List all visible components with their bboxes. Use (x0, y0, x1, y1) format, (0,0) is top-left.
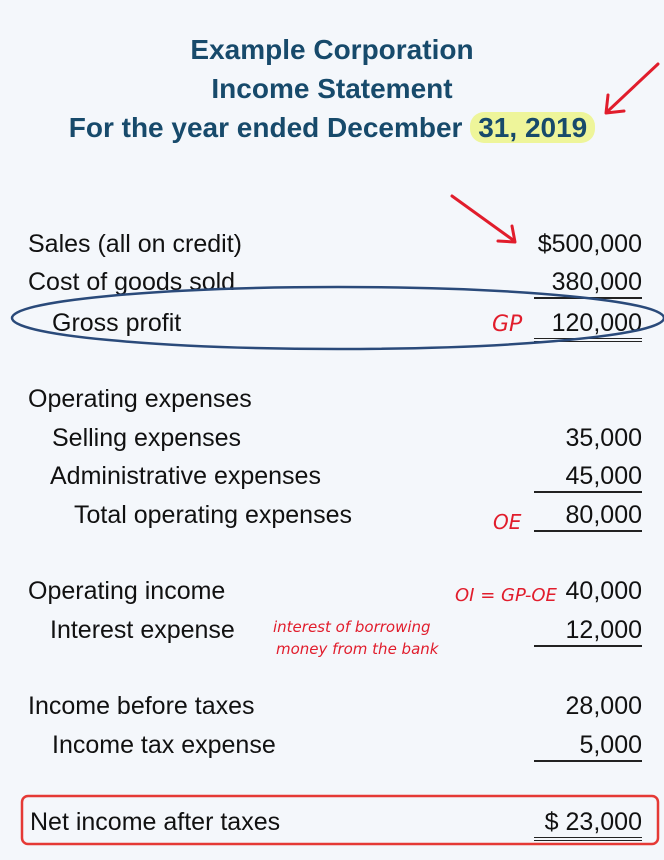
tax-label: Income tax expense (52, 731, 276, 759)
opex-heading: Operating expenses (28, 385, 252, 413)
total-opex-label: Total operating expenses (74, 501, 352, 529)
gross-profit-label: Gross profit (52, 309, 182, 337)
company-title: Example Corporation (190, 34, 474, 65)
interest-note-line2: money from the bank (276, 640, 439, 658)
net-income-box (20, 794, 660, 846)
period-date-highlight: 31, 2019 (470, 112, 596, 143)
operating-income-label: Operating income (28, 577, 226, 605)
interest-label: Interest expense (50, 616, 235, 644)
operating-income-value: 40,000 (565, 577, 642, 605)
income-before-tax-value: 28,000 (565, 692, 642, 720)
sales-arrow-icon (450, 194, 517, 244)
sales-label: Sales (all on credit) (28, 230, 242, 258)
net-income-value: $ 23,000 (534, 808, 642, 841)
income-before-tax-label: Income before taxes (28, 692, 255, 720)
oi-formula-annotation: OI = GP-OE (455, 585, 557, 606)
interest-note-line1: interest of borrowing (273, 618, 431, 636)
net-income-label: Net income after taxes (30, 808, 281, 836)
cogs-label: Cost of goods sold (28, 268, 236, 296)
total-opex-value: 80,000 (534, 501, 642, 532)
selling-value: 35,000 (565, 424, 642, 452)
admin-value: 45,000 (534, 462, 642, 493)
admin-label: Administrative expenses (50, 462, 321, 490)
sales-value: $500,000 (537, 230, 642, 258)
oe-annotation: OE (493, 510, 522, 534)
statement-title: Income Statement (211, 73, 453, 104)
tax-value: 5,000 (534, 731, 642, 762)
selling-label: Selling expenses (52, 424, 242, 452)
gp-annotation: GP (492, 312, 523, 337)
date-arrow-icon (604, 62, 660, 115)
period-prefix: For the year ended December (68, 112, 463, 143)
interest-value: 12,000 (534, 616, 642, 647)
gross-profit-ellipse (10, 285, 664, 351)
period-line: For the year ended December 31, 2019 (0, 112, 664, 144)
